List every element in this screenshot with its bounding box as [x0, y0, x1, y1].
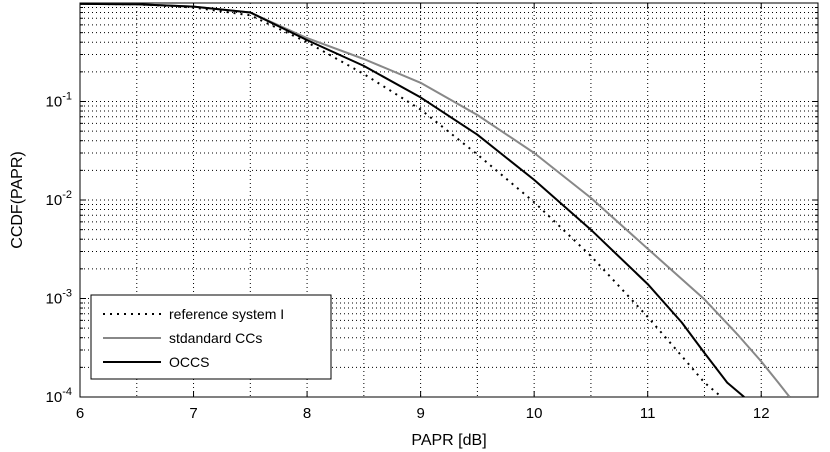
- x-tick-label: 11: [640, 405, 656, 422]
- x-tick-label: 6: [76, 405, 84, 422]
- y-tick-label: 10-4: [46, 386, 72, 406]
- series-layer: [80, 3, 791, 397]
- y-axis-label: CCDF(PAPR): [9, 151, 26, 248]
- x-tick-label: 9: [416, 405, 424, 422]
- y-tick-label: 10-2: [46, 189, 72, 209]
- legend: reference system I stdandard CCs OCCS: [90, 294, 332, 380]
- x-tick-label: 10: [526, 405, 543, 422]
- x-tick-label: 12: [753, 405, 770, 422]
- legend-label-2: OCCS: [169, 354, 209, 370]
- grid: [80, 3, 818, 397]
- series-line-2: [80, 3, 745, 397]
- x-tick-label: 8: [303, 405, 311, 422]
- legend-label-0: reference system I: [169, 306, 284, 322]
- x-tick-label: 7: [189, 405, 197, 422]
- x-axis-label: PAPR [dB]: [411, 432, 486, 449]
- axis-ticks: 6 7 8 9 10 11 12 10-1 10-2 10-3 10-4: [46, 3, 818, 422]
- y-tick-label: 10-1: [46, 91, 72, 111]
- legend-label-1: stdandard CCs: [169, 330, 262, 346]
- y-tick-label: 10-3: [46, 288, 72, 308]
